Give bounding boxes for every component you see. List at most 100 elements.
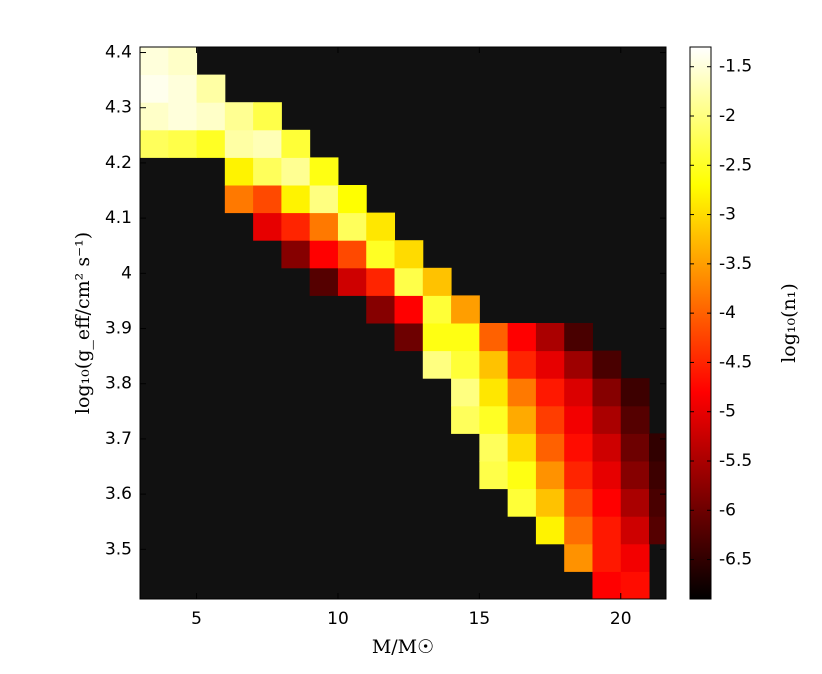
heatmap-cell bbox=[507, 323, 537, 352]
colorbar-tick-label: -4.5 bbox=[719, 352, 752, 372]
heatmap-cell bbox=[592, 516, 622, 545]
x-tick-label: 20 bbox=[610, 609, 632, 629]
heatmap-cell bbox=[649, 433, 667, 462]
heatmap-cell bbox=[253, 102, 282, 131]
heatmap-cell bbox=[224, 157, 254, 186]
heatmap-cell bbox=[140, 102, 169, 131]
heatmap-cell bbox=[535, 405, 565, 434]
y-tick-label: 4.4 bbox=[105, 43, 132, 63]
heatmap-cell bbox=[140, 74, 169, 103]
heatmap-cell bbox=[620, 488, 650, 517]
heatmap-cell bbox=[620, 461, 650, 490]
heatmap-cell bbox=[507, 433, 537, 462]
heatmap-cell bbox=[649, 516, 667, 545]
heatmap-cell bbox=[168, 102, 198, 131]
colorbar-tick-label: -3 bbox=[719, 205, 736, 225]
heatmap-cell bbox=[140, 129, 169, 158]
heatmap-cell bbox=[309, 157, 339, 186]
heatmap-cell bbox=[535, 433, 565, 462]
heatmap-cell bbox=[592, 488, 622, 517]
heatmap-cell bbox=[507, 350, 537, 379]
heatmap-cell bbox=[422, 323, 452, 352]
heatmap-cell bbox=[592, 543, 622, 572]
heatmap-cell bbox=[337, 185, 367, 214]
heatmap-cell bbox=[309, 185, 339, 214]
colorbar-tick-label: -3.5 bbox=[719, 254, 752, 274]
heatmap-cell bbox=[649, 461, 667, 490]
colorbar-tick-label: -6.5 bbox=[719, 550, 752, 570]
heatmap-cell bbox=[196, 102, 226, 131]
x-axis-label: M/M☉ bbox=[372, 636, 434, 658]
heatmap-cell bbox=[564, 350, 593, 379]
y-tick-label: 3.6 bbox=[105, 484, 132, 504]
heatmap-cell bbox=[535, 516, 565, 545]
heatmap-cell bbox=[281, 129, 311, 158]
y-tick-label: 3.9 bbox=[105, 319, 132, 339]
heatmap-cell bbox=[168, 74, 198, 103]
y-tick-label: 3.5 bbox=[105, 539, 132, 559]
y-tick-label: 4.2 bbox=[105, 153, 132, 173]
heatmap-cell bbox=[564, 405, 593, 434]
heatmap-cell bbox=[168, 129, 198, 158]
heatmap-cell bbox=[564, 516, 593, 545]
colorbar-tick-label: -1.5 bbox=[719, 57, 752, 77]
y-tick-label: 4.1 bbox=[105, 208, 132, 228]
heatmap-cell bbox=[337, 267, 367, 296]
heatmap-cell bbox=[366, 212, 396, 241]
colorbar-label: log₁₀(n₁) bbox=[778, 283, 800, 363]
heatmap-cell bbox=[535, 488, 565, 517]
heatmap-cell bbox=[479, 405, 509, 434]
heatmap-cell bbox=[535, 323, 565, 352]
heatmap-cell bbox=[309, 240, 339, 269]
colorbar-tick-label: -4 bbox=[719, 303, 736, 323]
heatmap-cell bbox=[253, 129, 282, 158]
heatmap-cell bbox=[535, 350, 565, 379]
heatmap-cell bbox=[564, 543, 593, 572]
heatmap-cell bbox=[620, 516, 650, 545]
heatmap-cell bbox=[592, 461, 622, 490]
heatmap-cell bbox=[224, 129, 254, 158]
heatmap-cell bbox=[253, 185, 282, 214]
heatmap-cell bbox=[451, 350, 480, 379]
heatmap-cell bbox=[451, 323, 480, 352]
heatmap-cell bbox=[281, 240, 311, 269]
x-tick-label: 15 bbox=[469, 609, 491, 629]
heatmap-cell bbox=[366, 240, 396, 269]
heatmap-cell bbox=[451, 295, 480, 324]
x-tick-label: 5 bbox=[191, 609, 202, 629]
heatmap-cell bbox=[309, 267, 339, 296]
heatmap-cell bbox=[507, 378, 537, 407]
heatmap-cell bbox=[224, 185, 254, 214]
heatmap-cell bbox=[366, 295, 396, 324]
heatmap-cell bbox=[281, 157, 311, 186]
colorbar-tick-label: -5.5 bbox=[719, 451, 752, 471]
heatmap-cell bbox=[535, 461, 565, 490]
heatmap-cell bbox=[253, 212, 282, 241]
heatmap-cell bbox=[281, 185, 311, 214]
y-tick-label: 4 bbox=[121, 263, 132, 283]
heatmap-cell bbox=[309, 212, 339, 241]
heatmap-cell bbox=[592, 350, 622, 379]
heatmap-cell bbox=[620, 571, 650, 600]
heatmap-cell bbox=[394, 323, 424, 352]
heatmap-cell bbox=[479, 350, 509, 379]
heatmap-cell bbox=[366, 267, 396, 296]
heatmap-cell bbox=[564, 378, 593, 407]
y-tick-label: 3.7 bbox=[105, 429, 132, 449]
heatmap-cell bbox=[451, 405, 480, 434]
heatmap-cell bbox=[479, 378, 509, 407]
heatmap-cell bbox=[592, 571, 622, 600]
plot-frame bbox=[139, 46, 667, 600]
colorbar-tick-label: -2 bbox=[719, 106, 736, 126]
heatmap-cell bbox=[253, 157, 282, 186]
heatmap-cell bbox=[564, 461, 593, 490]
heatmap-cell bbox=[479, 323, 509, 352]
x-tick-label: 10 bbox=[327, 609, 349, 629]
heatmap-cell bbox=[592, 378, 622, 407]
heatmap-cell bbox=[337, 212, 367, 241]
heatmap-cell bbox=[196, 129, 226, 158]
heatmap-cell bbox=[564, 433, 593, 462]
heatmap-cell bbox=[394, 267, 424, 296]
heatmap-cell bbox=[535, 378, 565, 407]
heatmap-cell bbox=[620, 378, 650, 407]
